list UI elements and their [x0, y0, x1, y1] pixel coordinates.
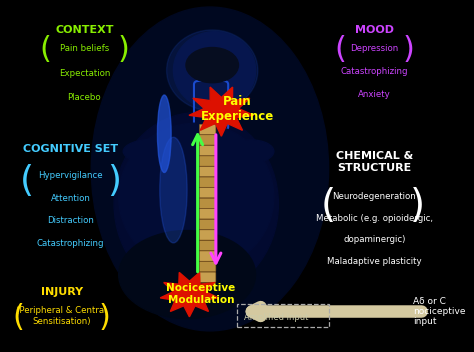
FancyBboxPatch shape — [200, 209, 216, 219]
FancyBboxPatch shape — [200, 166, 216, 177]
Text: Pain
Experience: Pain Experience — [201, 95, 274, 123]
FancyBboxPatch shape — [200, 188, 216, 198]
Text: ): ) — [117, 35, 129, 64]
FancyBboxPatch shape — [200, 198, 216, 208]
FancyBboxPatch shape — [200, 145, 216, 156]
Text: Hypervigilance: Hypervigilance — [38, 171, 103, 180]
FancyBboxPatch shape — [200, 230, 216, 240]
Text: ): ) — [99, 303, 111, 332]
Text: (: ( — [321, 187, 336, 225]
Text: ): ) — [107, 164, 121, 198]
Text: INJURY: INJURY — [41, 287, 82, 297]
Text: Catastrophizing: Catastrophizing — [340, 67, 408, 76]
Ellipse shape — [186, 48, 238, 83]
Text: Pain beliefs: Pain beliefs — [60, 44, 109, 53]
FancyBboxPatch shape — [200, 124, 216, 134]
Ellipse shape — [123, 139, 187, 164]
FancyBboxPatch shape — [200, 251, 216, 261]
Text: Expectation: Expectation — [59, 69, 110, 78]
Ellipse shape — [118, 231, 255, 319]
Ellipse shape — [160, 137, 187, 243]
Text: COGNITIVE SET: COGNITIVE SET — [23, 144, 118, 154]
Text: Aδ or C
nociceptive
input: Aδ or C nociceptive input — [413, 297, 465, 326]
Ellipse shape — [157, 95, 171, 172]
Text: Catastrophizing: Catastrophizing — [37, 239, 104, 249]
Ellipse shape — [228, 140, 274, 163]
Text: Amplified input: Amplified input — [244, 313, 308, 322]
FancyBboxPatch shape — [200, 240, 216, 251]
Ellipse shape — [208, 42, 253, 106]
FancyBboxPatch shape — [200, 135, 216, 145]
Text: Depression: Depression — [350, 44, 398, 53]
FancyBboxPatch shape — [200, 156, 216, 166]
Text: (: ( — [40, 35, 52, 64]
Text: Attention: Attention — [51, 194, 91, 203]
Ellipse shape — [173, 32, 255, 109]
Ellipse shape — [114, 113, 278, 296]
Polygon shape — [189, 87, 254, 136]
Text: ): ) — [402, 35, 414, 64]
Text: Placebo: Placebo — [68, 93, 101, 102]
FancyBboxPatch shape — [200, 272, 216, 282]
Text: dopaminergic): dopaminergic) — [343, 235, 405, 245]
Text: Anxiety: Anxiety — [358, 90, 391, 99]
Ellipse shape — [118, 123, 274, 271]
Text: MOOD: MOOD — [355, 25, 394, 34]
FancyBboxPatch shape — [200, 262, 216, 272]
Text: Distraction: Distraction — [47, 216, 94, 226]
Text: Neurodegeneration: Neurodegeneration — [332, 192, 416, 201]
Polygon shape — [160, 272, 219, 317]
Text: (Peripheral & Central
Sensitisation): (Peripheral & Central Sensitisation) — [17, 306, 107, 326]
FancyBboxPatch shape — [194, 81, 228, 130]
Text: Nociceptive
Modulation: Nociceptive Modulation — [166, 283, 236, 305]
Text: Maladaptive plasticity: Maladaptive plasticity — [327, 257, 421, 266]
Text: Metabolic (e.g. opioidergic,: Metabolic (e.g. opioidergic, — [316, 214, 433, 223]
Text: CHEMICAL &
STRUCTURE: CHEMICAL & STRUCTURE — [336, 151, 413, 173]
Ellipse shape — [166, 30, 258, 111]
Ellipse shape — [91, 7, 328, 331]
Text: (: ( — [20, 164, 35, 198]
FancyBboxPatch shape — [200, 177, 216, 187]
FancyBboxPatch shape — [200, 219, 216, 230]
Text: (: ( — [12, 303, 24, 332]
Text: CONTEXT: CONTEXT — [55, 25, 114, 34]
Text: (: ( — [334, 35, 346, 64]
Text: ): ) — [410, 187, 425, 225]
